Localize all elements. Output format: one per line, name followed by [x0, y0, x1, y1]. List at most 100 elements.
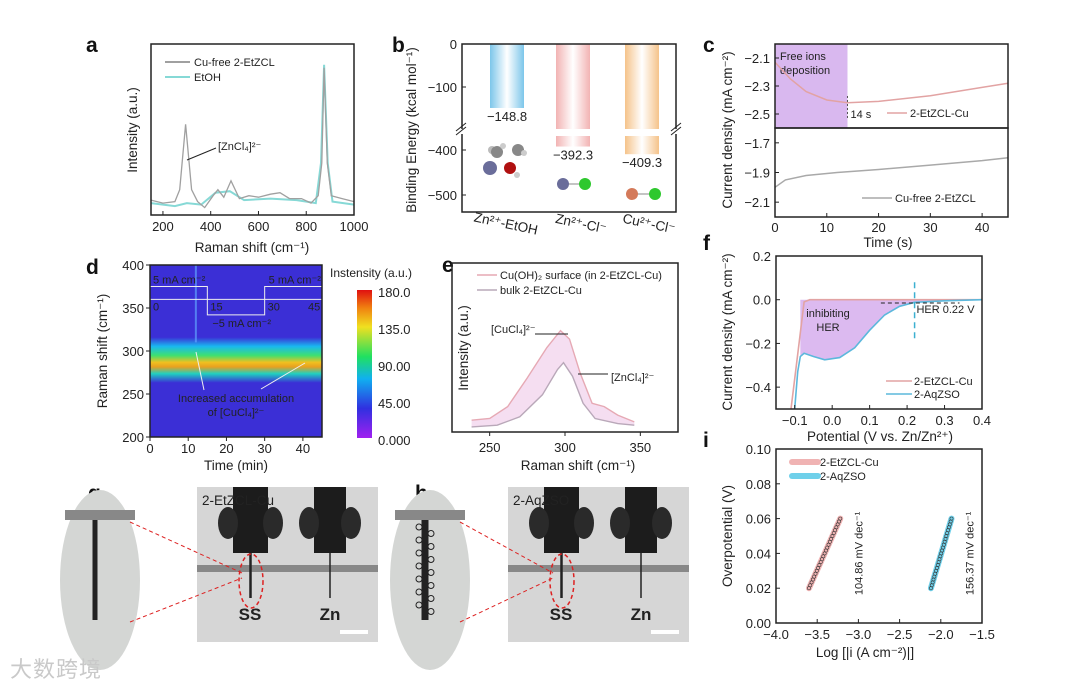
- y-tick-label-d: 200: [122, 430, 144, 445]
- x-tick-label-i: −3.5: [804, 627, 830, 642]
- x-tick-label-a: 400: [200, 219, 222, 234]
- series-line-c-0: [774, 61, 1009, 104]
- x-tick-label-c: 40: [975, 220, 989, 235]
- legend-label-f: 2-EtZCL-Cu: [914, 376, 973, 388]
- inset-wall: [65, 510, 135, 520]
- x-tick-label-f: −0.1: [782, 413, 808, 428]
- zoom-region-ellipse: [549, 553, 575, 609]
- protocol-time: 15: [210, 301, 222, 313]
- electrode-clamp: [314, 487, 346, 553]
- series-line-f-0: [790, 298, 982, 410]
- panel-label-d: d: [86, 256, 99, 279]
- annotation-e: [CuCl₄]²⁻: [491, 324, 536, 336]
- axis-break-gap: [455, 129, 683, 134]
- plot-frame-f: [775, 255, 983, 410]
- gas-bubble: [415, 536, 423, 544]
- shaded-label-f: inhibiting: [806, 308, 849, 320]
- y-tick-label-b: −100: [428, 80, 457, 95]
- x-tick-label-i: −1.5: [969, 627, 995, 642]
- cell-wall-line: [508, 565, 689, 572]
- scale-bar: [340, 630, 368, 634]
- x-axis-label-c: Time (s): [864, 235, 913, 250]
- zoom-connector: [129, 577, 243, 623]
- legend-label-i: 2-EtZCL-Cu: [820, 457, 879, 469]
- protocol-time: 0: [153, 301, 159, 313]
- panel-label-f: f: [703, 232, 711, 255]
- gas-bubble: [415, 601, 423, 609]
- colorbar-tick-label: 90.00: [378, 359, 411, 374]
- y-axis-label-b: Binding Energy (kcal mol⁻¹): [404, 47, 419, 212]
- x-tick-label-i: −3.0: [846, 627, 872, 642]
- axis-break-mark: [670, 126, 682, 136]
- scale-bar: [651, 630, 679, 634]
- plot-frame-a: [150, 43, 355, 216]
- y-axis-label-f: Current density (mA cm⁻²): [720, 253, 735, 410]
- hydrogen-atom: [514, 172, 520, 178]
- y-tick-label-d: 400: [122, 258, 144, 273]
- annotation-d: Increased accumulation: [178, 393, 294, 405]
- electrode-clamp: [233, 487, 268, 553]
- x-tick-label-a: 600: [248, 219, 270, 234]
- legend-label-i: 2-AqZSO: [820, 471, 866, 483]
- x-tick-label-e: 300: [554, 440, 576, 455]
- panel-label-i: i: [703, 429, 709, 452]
- copper-atom: [626, 188, 638, 200]
- slope-label-i: 104.86 mV dec⁻¹: [853, 511, 865, 595]
- electrode-label-zn: Zn: [320, 605, 341, 624]
- electrode-clamp: [625, 487, 657, 553]
- y-tick-label-i: 0.00: [746, 616, 771, 631]
- colorbar-title: Instensity (a.u.): [330, 266, 412, 280]
- x-axis-label-f: Potential (V vs. Zn/Zn²⁺): [807, 429, 953, 444]
- x-tick-label-f: 0.1: [861, 413, 879, 428]
- x-tick-label-a: 200: [152, 219, 174, 234]
- x-axis-label-e: Raman shift (cm⁻¹): [521, 458, 635, 473]
- x-axis-label-d: Time (min): [204, 458, 268, 473]
- protocol-time: 45: [308, 301, 320, 313]
- zoom-region-ellipse: [238, 553, 264, 609]
- x-tick-label-i: −2.5: [887, 627, 913, 642]
- axis-break-mark: [455, 126, 467, 136]
- x-tick-label-i: −2.0: [928, 627, 954, 642]
- shaded-region-c: [775, 44, 848, 128]
- y-axis-label-e: Intensity (a.u.): [456, 305, 471, 391]
- colorbar-tick-label: 180.0: [378, 285, 411, 300]
- colorbar-tick-label: 0.000: [378, 433, 411, 448]
- legend-label-a: EtOH: [194, 72, 221, 84]
- clamp-screw: [529, 507, 549, 539]
- gas-bubble: [427, 543, 435, 550]
- gas-bubble: [415, 575, 423, 583]
- y-tick-label-f: 0.2: [753, 249, 771, 264]
- y-tick-label-c: −2.1: [744, 195, 770, 210]
- y-tick-label-c: −1.9: [744, 166, 770, 181]
- x-axis-label-i: Log [|i (A cm⁻²)|]: [816, 645, 914, 660]
- series-line-c-1: [774, 156, 1009, 188]
- colorbar: [357, 290, 372, 438]
- zoom-inset-h: [390, 490, 470, 670]
- plot-frame-i: [775, 448, 983, 624]
- x-tick-label-a: 800: [295, 219, 317, 234]
- protocol-waveform: [150, 286, 322, 316]
- x-axis-label-a: Raman shift (cm⁻¹): [195, 240, 309, 255]
- her-marker-label: HER 0.22 V: [916, 304, 975, 316]
- series-line-a-0: [150, 67, 355, 209]
- shaded-label-f: HER: [816, 322, 839, 334]
- annotation-d: of [CuCl₄]²⁻: [208, 407, 265, 419]
- electrode-label-ss: SS: [550, 605, 573, 624]
- inset-wall: [395, 510, 465, 520]
- chlorine-atom: [579, 178, 591, 190]
- gas-bubble: [427, 608, 435, 615]
- y-tick-label-d: 300: [122, 344, 144, 359]
- x-tick-label-d: 10: [181, 441, 195, 456]
- gas-bubble: [427, 595, 435, 602]
- protocol-time: 30: [268, 301, 280, 313]
- bar-lower-2: [625, 136, 659, 155]
- bar-0: [490, 44, 524, 108]
- electrolyte-label: 2-AqZSO: [513, 493, 569, 508]
- data-point-i: [949, 516, 954, 521]
- panel-label-e: e: [442, 254, 454, 277]
- y-tick-label-b: 0: [450, 37, 457, 52]
- clamp-screw: [263, 507, 283, 539]
- bar-value-label: −392.3: [553, 148, 593, 163]
- x-tick-label-e: 250: [479, 440, 501, 455]
- x-tick-label-f: 0.0: [823, 413, 841, 428]
